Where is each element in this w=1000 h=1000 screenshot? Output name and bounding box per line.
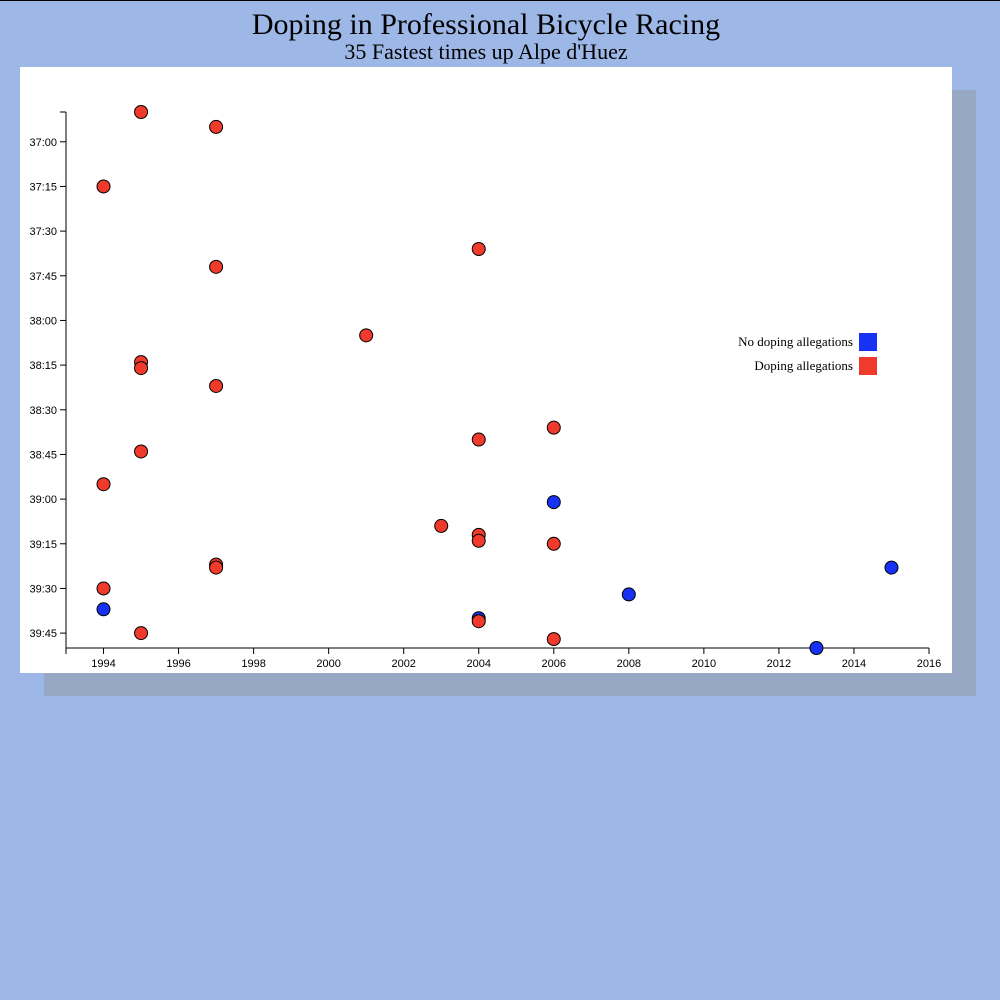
y-axis: 37:00 37:15 37:30 37:45 38:00 38:15 38:30 38:45… xyxy=(29,111,67,648)
data-point-no-doping xyxy=(809,641,824,655)
chart-subtitle: 35 Fastest times up Alpe d'Huez xyxy=(344,39,628,64)
x-tick-label: 1996 xyxy=(166,658,190,670)
data-point-doping xyxy=(96,179,111,194)
data-points xyxy=(96,105,899,655)
x-tick-label: 2016 xyxy=(917,658,941,670)
data-point-doping xyxy=(434,518,449,533)
data-point-doping xyxy=(471,432,486,447)
scatter-plot: 37:00 37:15 37:30 37:45 38:00 38:15 38:30 38:45… xyxy=(29,105,941,670)
top-rule xyxy=(0,0,1000,1)
data-point-doping xyxy=(134,626,149,641)
x-tick-label: 2012 xyxy=(767,658,791,670)
x-tick-label: 2000 xyxy=(316,658,340,670)
x-axis: 1994 1996 1998 2000 2002 2004 2006 2008 2010 2012… xyxy=(65,647,941,670)
y-tick-label: 39:15 xyxy=(29,539,57,551)
y-tick-label: 37:45 xyxy=(29,271,57,283)
x-tick-label: 2004 xyxy=(466,658,490,670)
x-tick-label: 2014 xyxy=(842,658,866,670)
x-tick-label: 2002 xyxy=(391,658,415,670)
data-point-no-doping xyxy=(546,495,561,510)
data-point-doping xyxy=(96,581,111,596)
x-tick-label: 2010 xyxy=(692,658,716,670)
x-tick-label: 2006 xyxy=(542,658,566,670)
data-point-doping xyxy=(471,241,486,256)
y-tick-label: 37:30 xyxy=(29,226,57,238)
legend-label-yes: Doping allegations xyxy=(754,358,853,373)
data-point-doping xyxy=(134,361,149,376)
x-tick-label: 1994 xyxy=(91,658,115,670)
legend: No doping allegations Doping allegations xyxy=(738,333,877,375)
y-tick-label: 37:15 xyxy=(29,181,57,193)
data-point-doping xyxy=(209,560,224,575)
data-point-doping xyxy=(471,614,486,629)
data-point-doping xyxy=(134,444,149,459)
y-tick-label: 38:15 xyxy=(29,360,57,372)
x-tick-label: 1998 xyxy=(241,658,265,670)
data-point-doping xyxy=(96,477,111,492)
data-point-doping xyxy=(134,105,149,119)
data-point-doping xyxy=(546,632,561,647)
chart-title: Doping in Professional Bicycle Racing xyxy=(251,8,721,41)
y-tick-label: 39:30 xyxy=(29,583,57,595)
y-tick-label: 37:00 xyxy=(29,137,57,149)
data-point-no-doping xyxy=(884,560,899,575)
data-point-doping xyxy=(209,259,224,274)
data-point-doping xyxy=(359,328,374,343)
chart-panel xyxy=(20,67,952,673)
y-tick-label: 38:45 xyxy=(29,449,57,461)
y-tick-label: 38:30 xyxy=(29,405,57,417)
y-tick-label: 39:45 xyxy=(29,628,57,640)
x-tick-label: 2008 xyxy=(617,658,641,670)
data-point-doping xyxy=(209,378,224,393)
y-tick-label: 39:00 xyxy=(29,494,57,506)
legend-label-no: No doping allegations xyxy=(738,334,853,349)
legend-swatch-yes xyxy=(859,357,877,375)
data-point-doping xyxy=(471,533,486,548)
data-point-doping xyxy=(209,119,224,134)
data-point-doping xyxy=(546,536,561,551)
data-point-no-doping xyxy=(621,587,636,602)
data-point-doping xyxy=(546,420,561,435)
legend-swatch-no xyxy=(859,333,877,351)
data-point-no-doping xyxy=(96,602,111,617)
y-tick-label: 38:00 xyxy=(29,315,57,327)
